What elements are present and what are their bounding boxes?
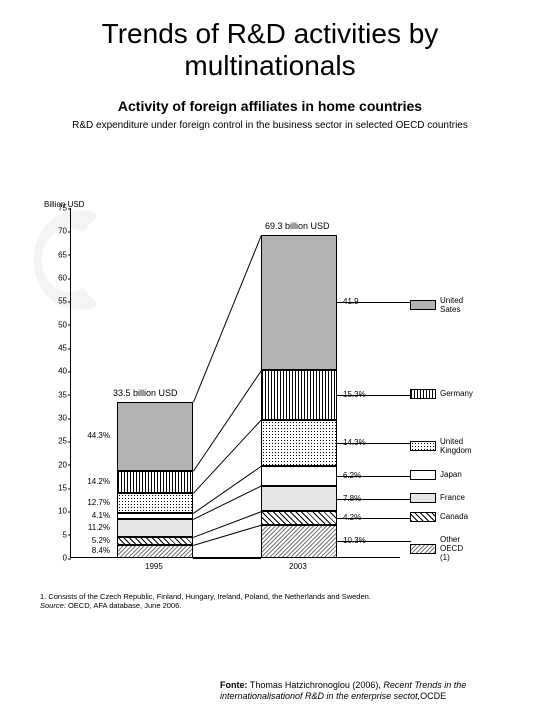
legend-label: Canada [440,512,468,521]
legend-swatch [410,470,436,480]
chart-area: 05101520253035404550556065707533.5 billi… [40,208,500,588]
segment [261,370,337,419]
legend-swatch [410,300,436,310]
y-tick: 5 [47,530,67,539]
y-tick: 45 [47,344,67,353]
legend-swatch [410,493,436,503]
legend-leader [337,395,411,396]
citation-tail: OCDE [420,691,446,701]
segment [261,511,337,525]
pct-label: 11.2% [74,523,110,532]
legend-leader [337,541,411,542]
segment [117,513,193,519]
y-tick: 10 [47,507,67,516]
y-tick: 25 [47,437,67,446]
legend-swatch [410,389,436,399]
legend-item: France [410,493,465,503]
legend-item: Canada [410,512,468,522]
footnote-block: 1. Consists of the Czech Republic, Finla… [40,592,371,611]
legend-leader [337,518,411,519]
legend-label: Other OECD (1) [440,535,463,562]
chart-title: Activity of foreign affiliates in home c… [0,98,540,114]
y-tick: 70 [47,227,67,236]
legend-label: United Kingdom [440,437,472,455]
slide-title: Trends of R&D activities by multinationa… [0,0,540,88]
legend-leader [337,499,411,500]
segment [261,235,337,371]
y-tick: 15 [47,484,67,493]
pct-label: 8.4% [74,546,110,555]
legend-item: Japan [410,470,462,480]
segment [261,525,337,558]
pct-label: 12.7% [74,498,110,507]
segment [117,493,193,513]
pct-label: 14.2% [74,477,110,486]
legend-swatch [410,512,436,522]
y-tick: 0 [47,554,67,563]
legend-item: United Kingdom [410,437,472,455]
y-tick: 60 [47,274,67,283]
legend-item: United Sates [410,296,463,314]
segment [117,545,193,558]
source-prefix: Source: [40,601,66,610]
y-tick: 40 [47,367,67,376]
y-tick: 50 [47,320,67,329]
legend-swatch [410,441,436,451]
pct-label: 5.2% [74,536,110,545]
source-text: OECD, AFA database, June 2006. [66,601,182,610]
bar-total-label: 33.5 billion USD [113,388,178,398]
citation-block: Fonte: Thomas Hatzichronoglou (2006), Re… [220,680,540,702]
pct-label: 4.1% [74,511,110,520]
segment [261,466,337,486]
segment [117,402,193,471]
y-tick: 65 [47,250,67,259]
citation-prefix: Fonte: [220,680,248,690]
x-label: 2003 [289,562,307,571]
legend-item: Germany [410,389,473,399]
y-tick: 20 [47,460,67,469]
bar-total-label: 69.3 billion USD [265,221,330,231]
segment [261,420,337,466]
connector-line [193,558,261,559]
legend-leader [337,476,411,477]
legend-leader [337,302,411,303]
citation-author: Thomas Hatzichronoglou (2006), [248,680,384,690]
legend-leader [337,443,411,444]
y-tick: 55 [47,297,67,306]
pct-label: 44.3% [74,431,110,440]
legend-label: France [440,493,465,502]
segment [261,486,337,511]
chart-subtitle: R&D expenditure under foreign control in… [0,120,540,131]
legend-item: Other OECD (1) [410,535,463,562]
plot-area: 05101520253035404550556065707533.5 billi… [70,208,400,558]
x-label: 1995 [145,562,163,571]
footnote-text: 1. Consists of the Czech Republic, Finla… [40,592,371,601]
legend-label: United Sates [440,296,463,314]
legend-label: Germany [440,389,473,398]
y-tick: 35 [47,390,67,399]
y-tick: 75 [47,204,67,213]
legend-label: Japan [440,470,462,479]
y-tick: 30 [47,414,67,423]
segment [117,519,193,537]
segment [117,537,193,545]
segment [117,471,193,493]
connector-line [193,235,262,402]
legend-swatch [410,544,436,554]
connector-line [193,525,261,546]
